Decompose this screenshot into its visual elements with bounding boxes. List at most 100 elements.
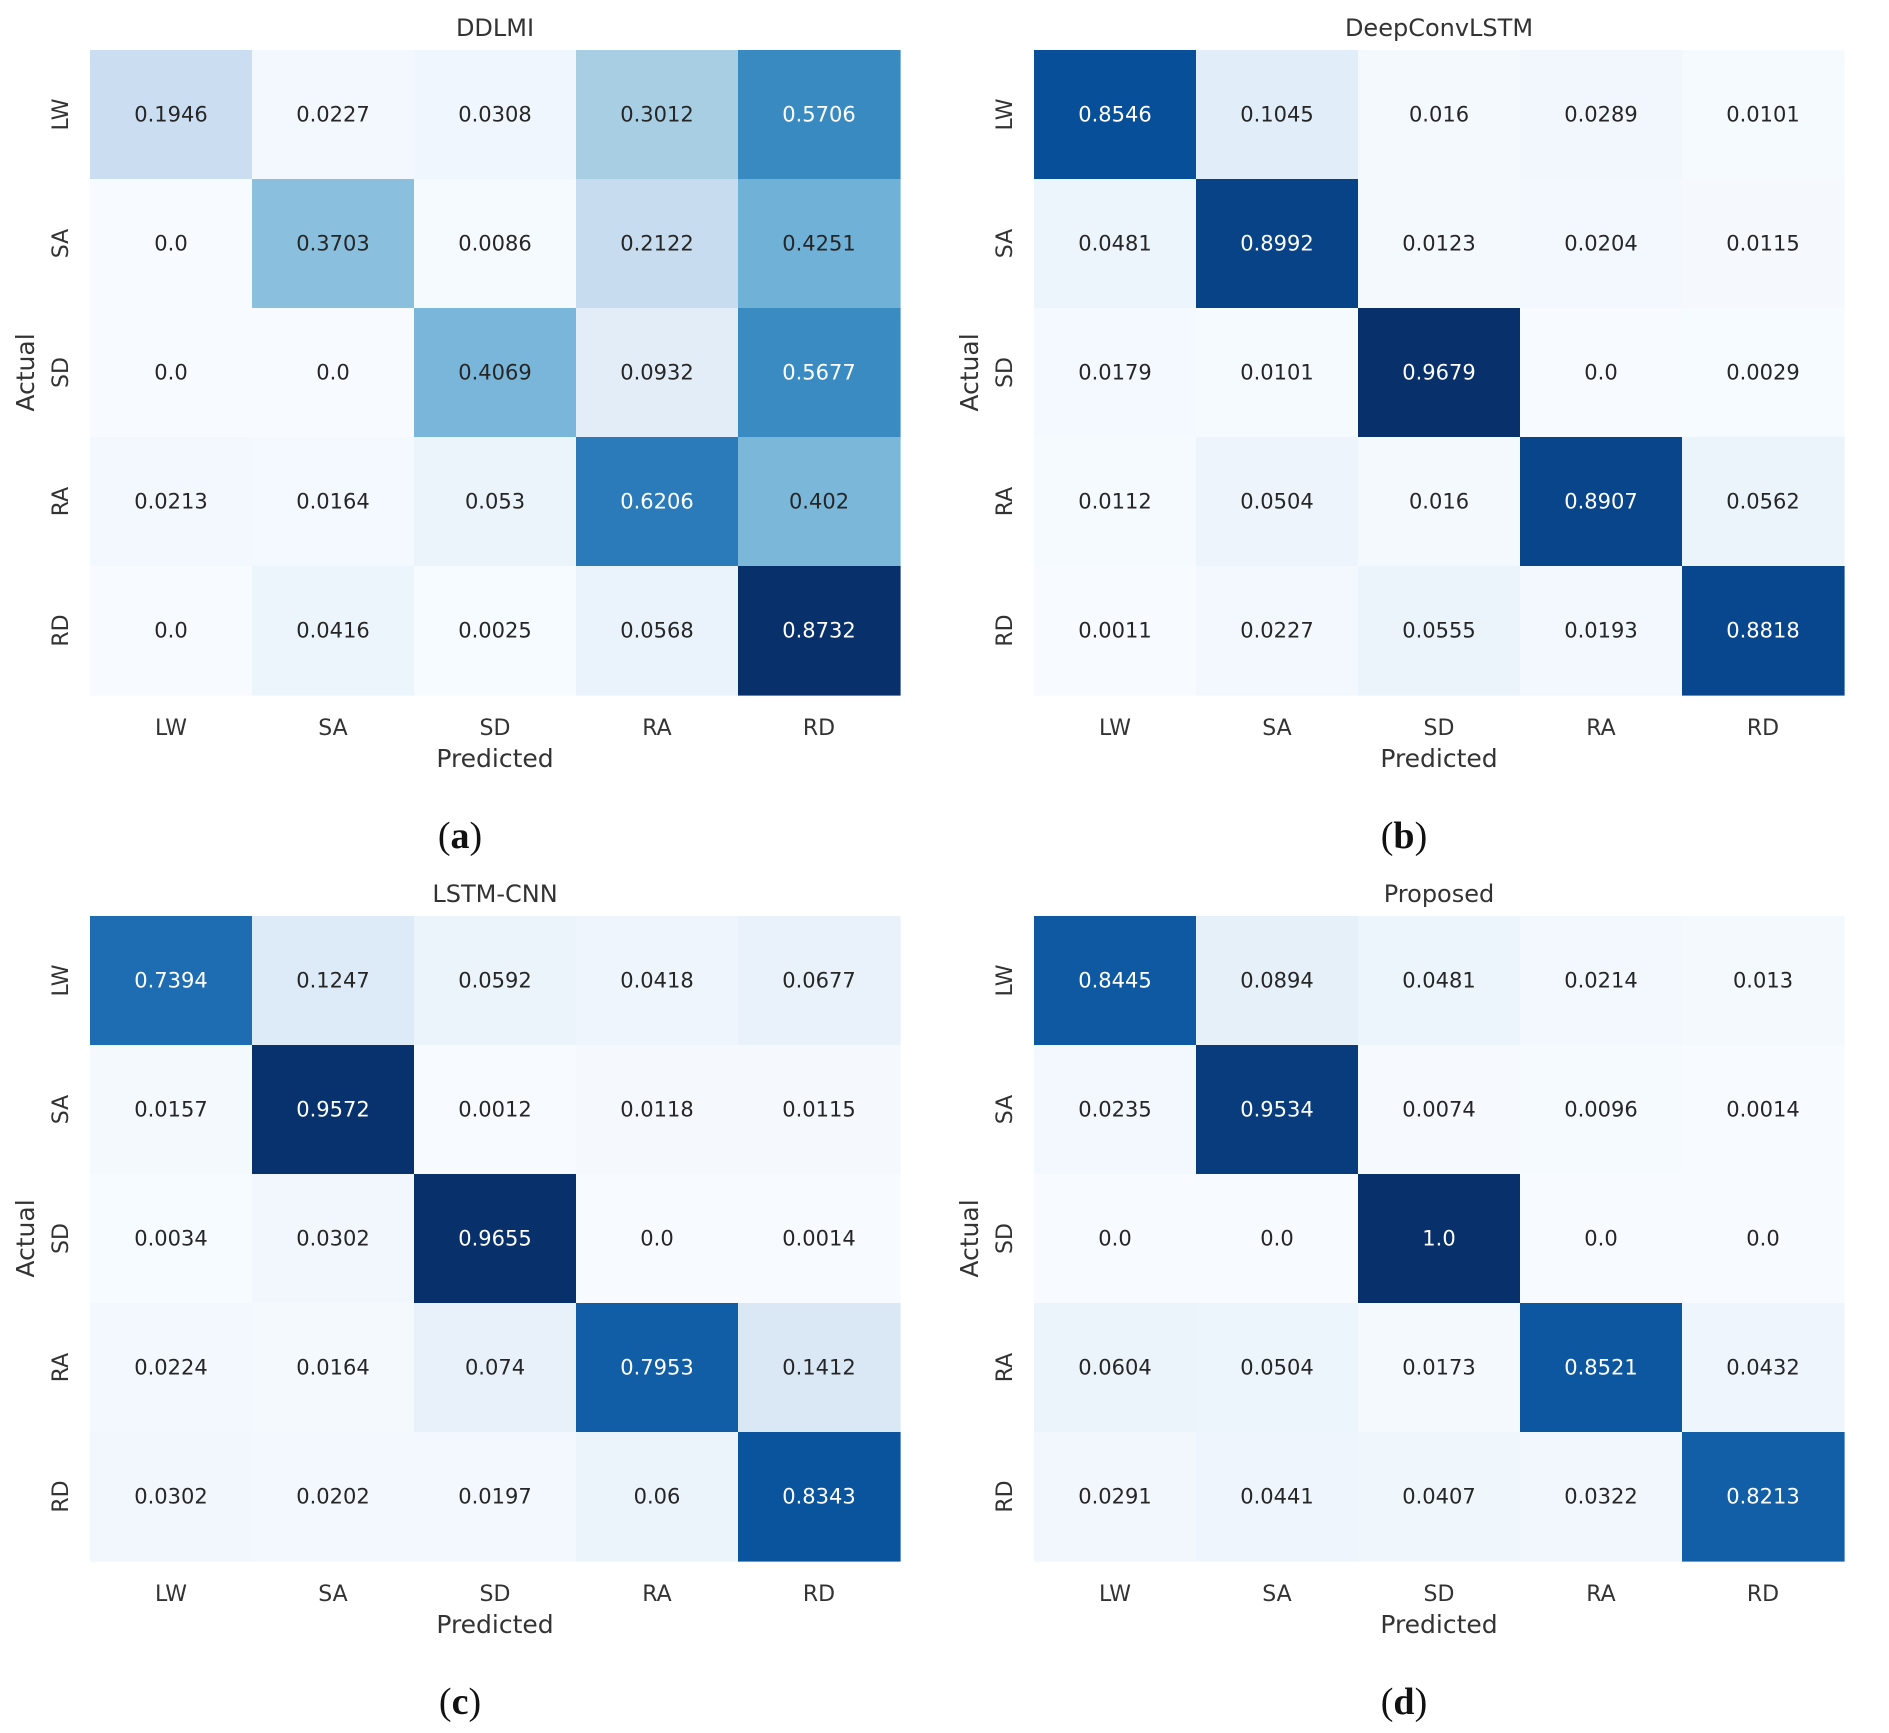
cell-value: 0.0193 — [1564, 619, 1637, 643]
x-tick-label: SD — [480, 1582, 511, 1607]
heatmap-cell — [414, 1303, 577, 1433]
cell-value: 0.074 — [465, 1356, 525, 1380]
cell-value: 0.9572 — [296, 1098, 369, 1122]
y-tick-label: SA — [49, 1095, 74, 1124]
x-tick-label: LW — [1099, 716, 1131, 741]
y-tick-label: RA — [993, 1353, 1018, 1382]
x-axis-label: Predicted — [1380, 1610, 1497, 1639]
x-tick-label: SA — [318, 716, 347, 741]
cell-value: 0.4251 — [782, 232, 855, 256]
heatmap-cell — [738, 916, 901, 1046]
cell-value: 0.0213 — [134, 490, 207, 514]
cell-value: 0.0214 — [1564, 969, 1637, 993]
x-tick-label: SA — [318, 1582, 347, 1607]
cell-value: 0.0101 — [1240, 361, 1313, 385]
cell-value: 0.0074 — [1402, 1098, 1475, 1122]
heatmap-cell — [1034, 437, 1197, 567]
heatmap-cell — [1034, 566, 1197, 696]
x-tick-label: RD — [1747, 1582, 1779, 1607]
heatmap-cell — [1520, 50, 1683, 180]
cell-value: 0.0308 — [458, 103, 531, 127]
heatmap-cell — [738, 437, 901, 567]
heatmap-cell — [1196, 1432, 1359, 1562]
heatmap-cell — [576, 916, 739, 1046]
cell-value: 0.0011 — [1078, 619, 1151, 643]
heatmap-cell — [576, 50, 739, 180]
x-tick-label: SA — [1262, 716, 1291, 741]
panel-d: Proposed 0.8445 0.0894 0.0481 0.0214 0.013 0.0… — [944, 866, 1888, 1732]
cell-value: 0.0562 — [1726, 490, 1799, 514]
heatmap-cell — [1682, 50, 1845, 180]
cell-value: 0.0179 — [1078, 361, 1151, 385]
heatmap-cell — [90, 308, 253, 438]
x-tick-label: SA — [1262, 1582, 1291, 1607]
heatmap-cell — [1034, 179, 1197, 309]
cell-value: 0.0034 — [134, 1227, 207, 1251]
heatmap-cell — [1682, 1174, 1845, 1304]
heatmap-cell — [252, 437, 415, 567]
cell-value: 0.0432 — [1726, 1356, 1799, 1380]
cell-value: 0.0227 — [296, 103, 369, 127]
y-tick-label: LW — [49, 964, 74, 996]
heatmap-cell — [738, 1174, 901, 1304]
heatmap-cell — [1196, 566, 1359, 696]
heatmap-cell — [252, 916, 415, 1046]
x-tick-label: RA — [642, 716, 671, 741]
heatmap-cell — [1682, 1432, 1845, 1562]
cell-value: 0.8343 — [782, 1485, 855, 1509]
heatmap-cell — [414, 1432, 577, 1562]
cell-value: 0.0173 — [1402, 1356, 1475, 1380]
cell-value: 0.8907 — [1564, 490, 1637, 514]
cell-value: 0.0014 — [782, 1227, 855, 1251]
cell-value: 0.8818 — [1726, 619, 1799, 643]
x-tick-label: RD — [803, 1582, 835, 1607]
heatmap-cell — [1682, 437, 1845, 567]
y-tick-label: RD — [49, 614, 74, 646]
x-tick-label: RA — [1586, 1582, 1615, 1607]
heatmap-cell — [1682, 179, 1845, 309]
heatmap-cell — [576, 1303, 739, 1433]
cell-value: 0.7953 — [620, 1356, 693, 1380]
y-tick-label: RD — [993, 1480, 1018, 1512]
heatmap-cell — [738, 566, 901, 696]
heatmap-cell — [414, 50, 577, 180]
cell-value: 0.3012 — [620, 103, 693, 127]
cell-value: 0.6206 — [620, 490, 693, 514]
heatmap-cell — [1520, 308, 1683, 438]
chart-title: DeepConvLSTM — [1345, 14, 1533, 42]
heatmap-cell — [1520, 437, 1683, 567]
heatmap-cell — [1196, 437, 1359, 567]
cell-value: 0.0407 — [1402, 1485, 1475, 1509]
x-axis-label: Predicted — [436, 1610, 553, 1639]
caption-letter: c — [452, 1681, 469, 1723]
heatmap-cell — [1358, 437, 1521, 567]
panel-caption: (c) — [439, 1681, 481, 1723]
cell-value: 0.7394 — [134, 969, 207, 993]
cell-value: 0.0227 — [1240, 619, 1313, 643]
cell-value: 0.0164 — [296, 490, 369, 514]
cell-value: 0.0 — [1584, 361, 1617, 385]
caption-letter: b — [1393, 815, 1414, 857]
y-tick-label: LW — [993, 964, 1018, 996]
heatmap-cell — [252, 1303, 415, 1433]
heatmap-cell — [252, 179, 415, 309]
cell-value: 0.5706 — [782, 103, 855, 127]
y-axis-label: Actual — [11, 333, 40, 411]
cell-value: 0.0418 — [620, 969, 693, 993]
cell-value: 0.0291 — [1078, 1485, 1151, 1509]
heatmap-cell — [414, 1174, 577, 1304]
heatmap-cell — [1520, 566, 1683, 696]
cell-value: 0.0322 — [1564, 1485, 1637, 1509]
heatmap-cell — [1358, 1174, 1521, 1304]
x-tick-label: RA — [642, 1582, 671, 1607]
x-axis-label: Predicted — [1380, 744, 1497, 773]
cell-value: 0.0504 — [1240, 490, 1313, 514]
cell-value: 0.1412 — [782, 1356, 855, 1380]
heatmap-cell — [1196, 179, 1359, 309]
heatmap-cell — [1358, 1432, 1521, 1562]
cell-value: 0.8546 — [1078, 103, 1151, 127]
heatmap-cell — [738, 50, 901, 180]
cell-value: 0.0014 — [1726, 1098, 1799, 1122]
cell-value: 0.0157 — [134, 1098, 207, 1122]
cell-value: 0.0592 — [458, 969, 531, 993]
